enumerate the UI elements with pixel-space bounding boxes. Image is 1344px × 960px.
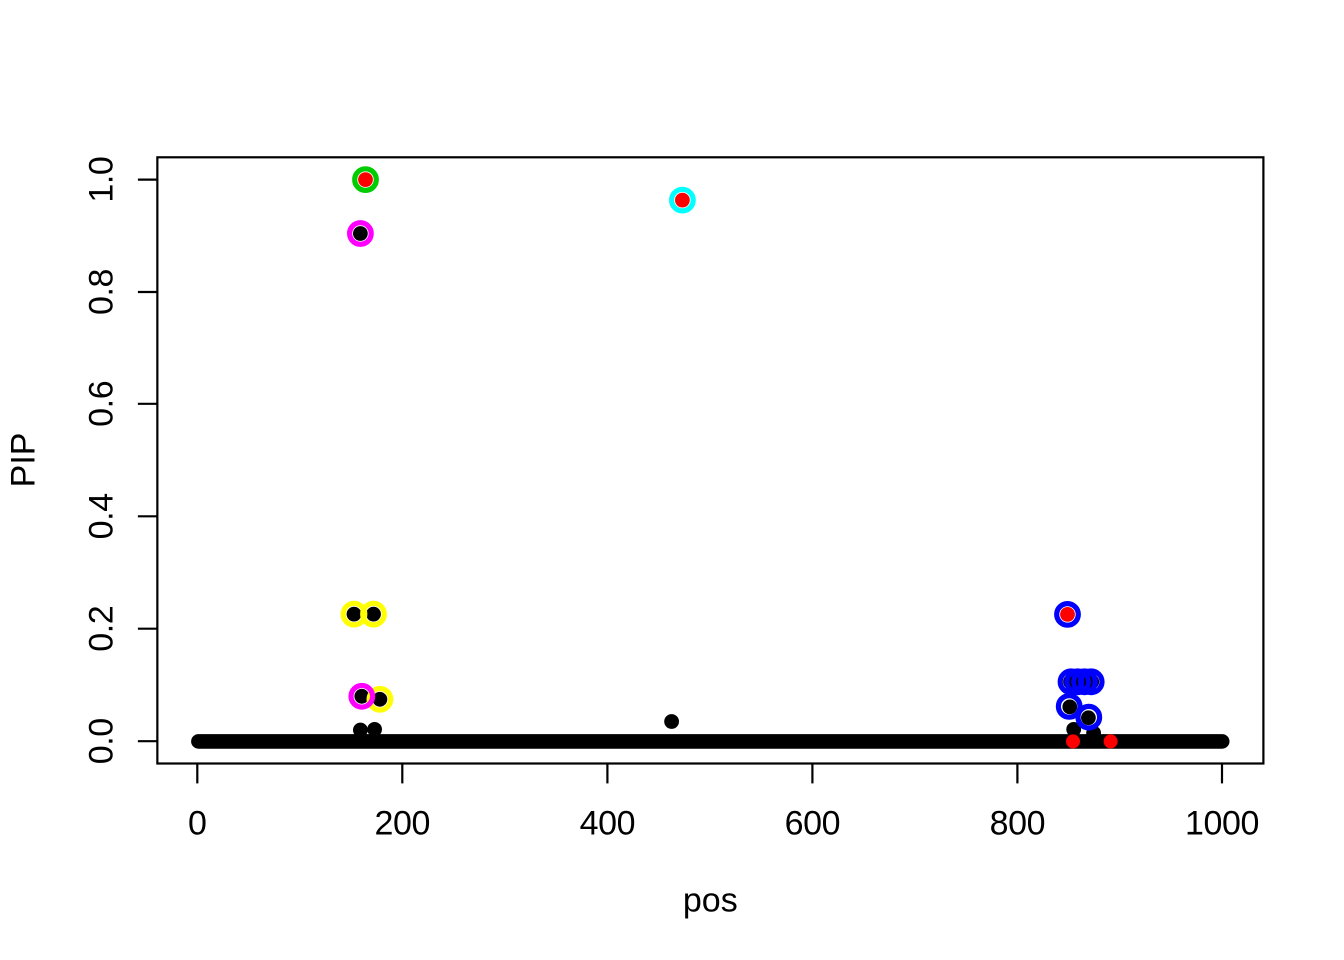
svg-text:200: 200 — [375, 805, 431, 843]
svg-text:800: 800 — [990, 805, 1046, 843]
svg-text:600: 600 — [785, 805, 841, 843]
svg-text:1.0: 1.0 — [83, 157, 121, 203]
svg-text:0: 0 — [188, 805, 207, 843]
svg-text:0.8: 0.8 — [83, 269, 121, 315]
svg-text:0.6: 0.6 — [83, 381, 121, 427]
svg-text:PIP: PIP — [5, 432, 43, 487]
svg-text:0.0: 0.0 — [83, 718, 121, 764]
svg-text:pos: pos — [683, 881, 738, 919]
svg-text:1000: 1000 — [1185, 805, 1259, 843]
svg-text:0.4: 0.4 — [83, 493, 121, 539]
svg-text:400: 400 — [580, 805, 636, 843]
svg-text:0.2: 0.2 — [83, 606, 121, 652]
